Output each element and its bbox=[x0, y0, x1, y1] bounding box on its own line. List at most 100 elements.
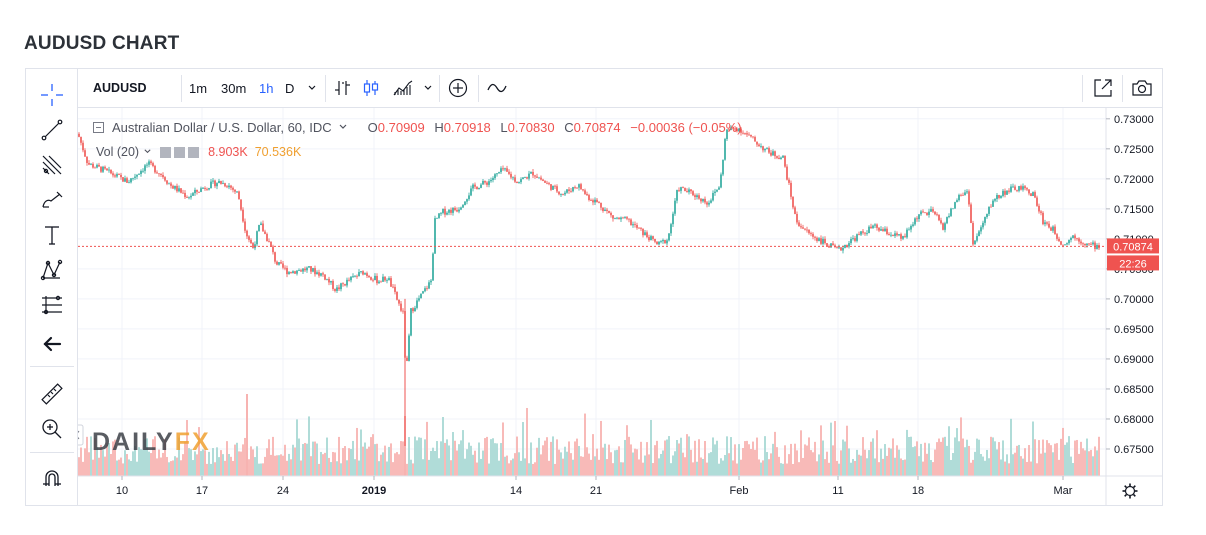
candle-body bbox=[176, 185, 178, 192]
volume-bar bbox=[78, 457, 80, 476]
indicators-icon[interactable] bbox=[392, 69, 414, 107]
interval-dropdown-chevron-icon[interactable] bbox=[307, 69, 317, 107]
candle-body bbox=[292, 271, 294, 274]
volume-eye-icon[interactable] bbox=[160, 146, 172, 158]
candle-body bbox=[538, 177, 540, 179]
candle-body bbox=[1022, 186, 1024, 190]
interval-30m[interactable]: 30m bbox=[221, 80, 247, 96]
legend-chevron-down-icon[interactable] bbox=[338, 120, 348, 135]
candle-body bbox=[1036, 197, 1038, 206]
candle-body bbox=[916, 218, 918, 220]
volume-bar bbox=[524, 458, 526, 476]
pitchfork-icon[interactable] bbox=[34, 150, 70, 180]
volume-chevron-down-icon[interactable] bbox=[143, 145, 152, 159]
volume-settings-icon[interactable] bbox=[174, 146, 186, 158]
volume-bar bbox=[740, 459, 742, 476]
collapse-legend-icon[interactable] bbox=[93, 122, 104, 133]
candles-style-icon[interactable] bbox=[361, 69, 381, 107]
candle-body bbox=[980, 227, 982, 232]
volume-bar bbox=[686, 434, 688, 476]
x-tick-label: 17 bbox=[196, 485, 208, 497]
crosshair-icon[interactable] bbox=[34, 80, 70, 110]
fib-retracement-icon[interactable] bbox=[34, 290, 70, 320]
candle-body bbox=[678, 190, 680, 191]
volume-bar bbox=[914, 446, 916, 476]
candle-body bbox=[478, 187, 480, 190]
interval-d[interactable]: D bbox=[285, 80, 295, 96]
legend-series-title[interactable]: Australian Dollar / U.S. Dollar, 60, IDC bbox=[112, 120, 332, 135]
candle-body bbox=[594, 199, 596, 203]
candle-body bbox=[924, 212, 926, 214]
candle-body bbox=[1080, 241, 1082, 244]
wave-icon[interactable] bbox=[486, 69, 508, 107]
indicators-chevron-icon[interactable] bbox=[423, 69, 433, 107]
candle-body bbox=[272, 246, 274, 253]
countdown-label: 22:26 bbox=[1119, 258, 1147, 270]
snapshot-camera-icon[interactable] bbox=[1131, 69, 1153, 107]
volume-bar bbox=[248, 459, 250, 476]
chart-canvas[interactable]: DAILYFX 0.730000.725000.720000.715000.71… bbox=[78, 108, 1162, 505]
trend-line-icon[interactable] bbox=[34, 115, 70, 145]
candle-body bbox=[928, 211, 930, 215]
candle-body bbox=[598, 202, 600, 203]
volume-bar bbox=[874, 458, 876, 476]
volume-bar bbox=[666, 439, 668, 476]
hide-toolbar-arrow-icon[interactable] bbox=[34, 329, 70, 359]
volume-bar bbox=[906, 429, 908, 476]
volume-bar bbox=[768, 459, 770, 476]
volume-bar bbox=[422, 459, 424, 476]
volume-bar bbox=[884, 444, 886, 476]
volume-remove-icon[interactable] bbox=[188, 146, 200, 158]
volume-bar bbox=[706, 462, 708, 476]
candle-body bbox=[134, 176, 136, 178]
candle-body bbox=[982, 222, 984, 228]
candle-body bbox=[412, 308, 414, 312]
symbol-search[interactable]: AUDUSD bbox=[93, 81, 147, 95]
volume-bar bbox=[570, 453, 572, 476]
volume-bar bbox=[562, 458, 564, 476]
ruler-icon[interactable] bbox=[34, 379, 70, 409]
volume-bar bbox=[858, 454, 860, 476]
candle-body bbox=[1052, 226, 1054, 231]
volume-bar bbox=[576, 438, 578, 476]
candle-body bbox=[906, 229, 908, 238]
candle-body bbox=[270, 241, 272, 247]
settings-gear-icon[interactable] bbox=[1122, 483, 1138, 499]
x-tick-label: 10 bbox=[116, 485, 128, 497]
collapse-pane-handle[interactable] bbox=[78, 424, 84, 446]
candle-body bbox=[652, 236, 654, 239]
compare-icon[interactable] bbox=[333, 69, 353, 107]
add-circle-icon[interactable] bbox=[447, 69, 469, 107]
interval-1h[interactable]: 1h bbox=[259, 80, 274, 96]
volume-bar bbox=[1096, 450, 1098, 476]
brush-icon[interactable] bbox=[34, 185, 70, 215]
volume-bar bbox=[638, 459, 640, 476]
volume-bar bbox=[104, 456, 106, 476]
candle-body bbox=[426, 288, 428, 290]
volume-indicator-label[interactable]: Vol (20) bbox=[96, 145, 140, 159]
candle-body bbox=[164, 177, 166, 181]
zoom-in-icon[interactable] bbox=[34, 414, 70, 444]
interval-1m[interactable]: 1m bbox=[189, 80, 208, 96]
pattern-icon[interactable] bbox=[34, 255, 70, 285]
candle-body bbox=[140, 170, 142, 175]
volume-bar bbox=[374, 444, 376, 476]
candle-body bbox=[300, 270, 302, 272]
volume-bar bbox=[188, 448, 190, 476]
text-tool-icon[interactable] bbox=[34, 220, 70, 250]
candle-body bbox=[320, 273, 322, 276]
candle-body bbox=[748, 134, 750, 136]
fullscreen-icon[interactable] bbox=[1092, 69, 1114, 107]
candle-body bbox=[530, 171, 532, 174]
candle-body bbox=[448, 209, 450, 213]
volume-bar bbox=[334, 452, 336, 476]
candle-body bbox=[1074, 235, 1076, 239]
volume-bar bbox=[632, 452, 634, 476]
candle-body bbox=[122, 177, 124, 182]
candle-body bbox=[996, 195, 998, 200]
candle-body bbox=[684, 188, 686, 192]
candle-body bbox=[766, 148, 768, 149]
magnet-icon[interactable] bbox=[34, 464, 70, 494]
candle-body bbox=[438, 213, 440, 218]
volume-bar bbox=[154, 436, 156, 476]
